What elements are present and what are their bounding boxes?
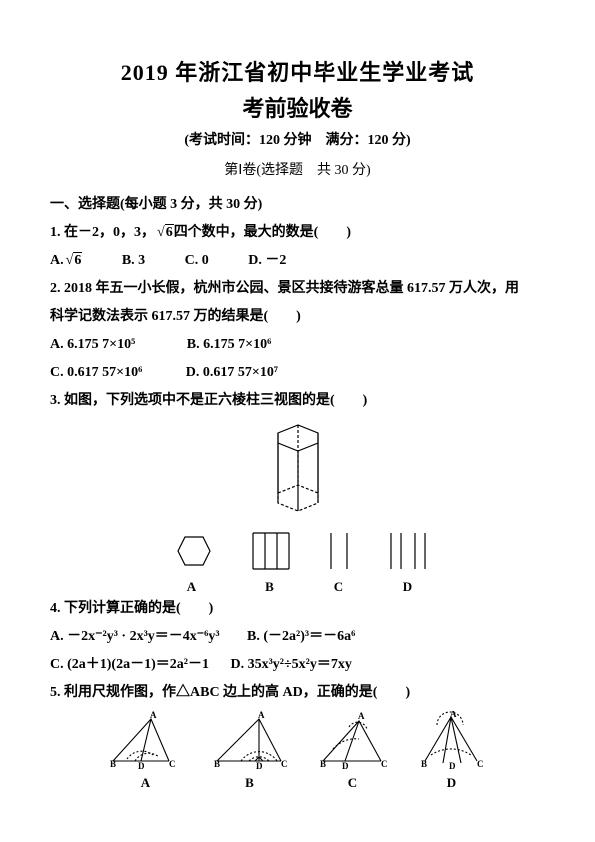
q4-options-row2: C. (2a＋1)(2a－1)＝2a²－1 D. 35x³y²÷5x²y＝7xy <box>50 651 545 679</box>
svg-text:C: C <box>477 759 484 769</box>
section-i-heading: 一、选择题(每小题 3 分，共 30 分) <box>50 191 545 219</box>
q1-stem: 1. 在－2，0，3，6四个数中，最大的数是( ) <box>50 219 545 247</box>
q5-opt-a: B A C D A <box>107 711 185 791</box>
q3-opt-a: A <box>163 527 221 595</box>
q4-opt-d: D. 35x³y²÷5x²y＝7xy <box>230 651 351 679</box>
triangle-d-icon: A B C D <box>415 711 489 771</box>
q5-opt-c: B A C D C <box>315 711 391 791</box>
q3-label-a: A <box>163 579 221 595</box>
q2-opt-b: B. 6.175 7×10⁶ <box>187 331 272 359</box>
q3-label-b: B <box>245 579 295 595</box>
triangle-a-icon: B A C D <box>107 711 185 771</box>
q2-stem1: 2. 2018 年五一小长假，杭州市公园、景区共接待游客总量 617.57 万人… <box>50 275 545 303</box>
svg-text:B: B <box>110 759 116 769</box>
q3-opt-b: B <box>245 527 295 595</box>
lines4-icon <box>383 527 433 575</box>
svg-text:B: B <box>214 759 220 769</box>
hexagon-icon <box>163 527 221 575</box>
lines2-icon <box>319 527 359 575</box>
q2-options-row1: A. 6.175 7×10⁵ B. 6.175 7×10⁶ <box>50 331 545 359</box>
q3-label-c: C <box>319 579 359 595</box>
sqrt-icon: 6 <box>155 219 174 247</box>
q5-opt-b: B A C D B <box>209 711 291 791</box>
svg-text:C: C <box>169 759 176 769</box>
q2-stem2: 科学记数法表示 617.57 万的结果是( ) <box>50 303 545 331</box>
q4-opt-b: B. (－2a²)³＝－6a⁶ <box>247 623 355 651</box>
q5-opt-d: A B C D D <box>415 711 489 791</box>
svg-text:A: A <box>358 711 365 721</box>
q1-stem-b: 四个数中，最大的数是( ) <box>174 225 351 240</box>
svg-text:D: D <box>449 761 456 771</box>
sqrt-icon: 6 <box>64 247 83 275</box>
svg-text:D: D <box>138 761 145 771</box>
q2-opt-a: A. 6.175 7×10⁵ <box>50 331 135 359</box>
q3-stem: 3. 如图，下列选项中不是正六棱柱三视图的是( ) <box>50 387 545 415</box>
page-title: 2019 年浙江省初中毕业生学业考试 <box>50 55 545 87</box>
q1-opt-b: B. 3 <box>122 247 145 275</box>
q1-opt-c: C. 0 <box>185 247 209 275</box>
svg-text:D: D <box>342 761 349 771</box>
svg-text:B: B <box>421 759 427 769</box>
q3-options: A B C <box>50 527 545 595</box>
q2-options-row2: C. 0.617 57×10⁶ D. 0.617 57×10⁷ <box>50 359 545 387</box>
q1-opt-a: A.6 <box>50 247 82 275</box>
q3-opt-c: C <box>319 527 359 595</box>
q5-label-b: B <box>209 775 291 791</box>
q3-opt-d: D <box>383 527 433 595</box>
svg-text:A: A <box>258 711 265 720</box>
q1-opt-d: D. －2 <box>248 247 286 275</box>
svg-text:C: C <box>281 759 288 769</box>
exam-meta: (考试时间：120 分钟 满分：120 分) <box>50 129 545 149</box>
svg-text:A: A <box>150 711 157 720</box>
q4-opt-c: C. (2a＋1)(2a－1)＝2a²－1 <box>50 651 209 679</box>
triangle-b-icon: B A C D <box>209 711 291 771</box>
section-header: 第Ⅰ卷(选择题 共 30 分) <box>50 159 545 179</box>
q3-prism-figure <box>50 421 545 521</box>
q1-stem-a: 1. 在－2，0，3， <box>50 225 155 240</box>
q2-opt-d: D. 0.617 57×10⁷ <box>186 359 278 387</box>
q5-stem: 5. 利用尺规作图，作△ABC 边上的高 AD，正确的是( ) <box>50 679 545 707</box>
q5-label-d: D <box>415 775 489 791</box>
q4-options-row1: A. －2x⁻²y³ · 2x³y＝－4x⁻⁶y³ B. (－2a²)³＝－6a… <box>50 623 545 651</box>
q5-label-c: C <box>315 775 391 791</box>
rect3-icon <box>245 527 295 575</box>
q5-label-a: A <box>107 775 185 791</box>
q5-options: B A C D A B A C D <box>50 711 545 791</box>
svg-text:A: A <box>450 711 457 719</box>
q4-stem: 4. 下列计算正确的是( ) <box>50 595 545 623</box>
triangle-c-icon: B A C D <box>315 711 391 771</box>
svg-text:B: B <box>320 759 326 769</box>
svg-text:C: C <box>381 759 388 769</box>
q2-opt-c: C. 0.617 57×10⁶ <box>50 359 142 387</box>
page-subtitle: 考前验收卷 <box>50 91 545 123</box>
q1-options: A.6 B. 3 C. 0 D. －2 <box>50 247 545 275</box>
q4-opt-a: A. －2x⁻²y³ · 2x³y＝－4x⁻⁶y³ <box>50 623 220 651</box>
hex-prism-icon <box>258 421 338 516</box>
svg-text:D: D <box>256 761 263 771</box>
q3-label-d: D <box>383 579 433 595</box>
